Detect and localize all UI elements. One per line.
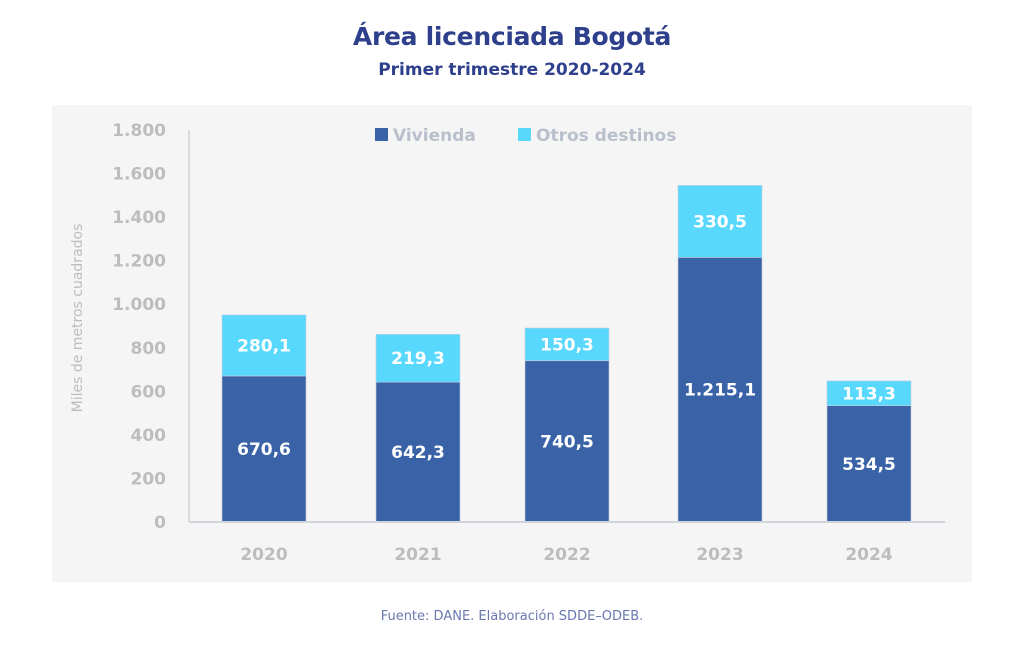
data-label: 534,5: [842, 455, 896, 475]
y-axis-title: Miles de metros cuadrados: [70, 224, 86, 413]
legend-swatch-otros-destinos: [518, 128, 531, 141]
source-note: Fuente: DANE. Elaboración SDDE–ODEB.: [380, 609, 644, 624]
y-tick-label: 600: [131, 382, 167, 402]
data-label: 670,6: [237, 440, 291, 460]
data-label: 150,3: [540, 335, 594, 355]
legend-label: Vivienda: [393, 126, 476, 146]
y-tick-label: 1.200: [112, 252, 166, 272]
chart-panel: [52, 105, 972, 582]
data-label: 330,5: [693, 212, 747, 232]
x-tick-label: 2020: [240, 545, 287, 565]
data-label: 219,3: [391, 349, 445, 369]
bar-otros-destinos-2021: [375, 334, 461, 383]
bar-vivienda-2021: [375, 381, 461, 523]
y-tick-label: 1.400: [112, 208, 166, 228]
x-tick-label: 2021: [394, 545, 441, 565]
y-tick-label: 200: [131, 469, 167, 489]
bar-otros-destinos-2024: [826, 380, 912, 406]
data-labels: 670,6 280,1 642,3 219,3 740,5 150,3 1.215,1 330…: [237, 212, 896, 474]
x-tick-label: 2023: [696, 545, 743, 565]
chart-title: Área licenciada Bogotá: [352, 22, 672, 51]
legend: Vivienda Otros destinos: [375, 126, 676, 146]
data-label: 740,5: [540, 432, 594, 452]
y-tick-label: 1.600: [112, 165, 166, 185]
x-tick-label: 2024: [845, 545, 892, 565]
data-label: 280,1: [237, 336, 291, 356]
data-label: 1.215,1: [684, 381, 756, 401]
bar-otros-destinos-2022: [524, 327, 610, 362]
x-axis-ticks: 2020 2021 2022 2023 2024: [240, 545, 892, 565]
bars: [221, 185, 912, 523]
bar-otros-destinos-2023: [677, 185, 763, 258]
data-label: 642,3: [391, 443, 445, 463]
legend-swatch-vivienda: [375, 128, 388, 141]
y-tick-label: 400: [131, 426, 167, 446]
y-tick-label: 1.000: [112, 295, 166, 315]
bar-vivienda-2024: [826, 405, 912, 523]
y-tick-label: 800: [131, 339, 167, 359]
bar-vivienda-2020: [221, 375, 307, 523]
legend-label: Otros destinos: [536, 126, 676, 146]
y-tick-label: 1.800: [112, 121, 166, 141]
data-label: 113,3: [842, 384, 896, 404]
chart-subtitle: Primer trimestre 2020-2024: [378, 60, 646, 80]
bar-otros-destinos-2020: [221, 314, 307, 377]
y-axis-ticks: 0 200 400 600 800 1.000 1.200 1.400 1.600 1.800: [112, 121, 166, 533]
x-tick-label: 2022: [543, 545, 590, 565]
y-tick-label: 0: [154, 513, 166, 533]
